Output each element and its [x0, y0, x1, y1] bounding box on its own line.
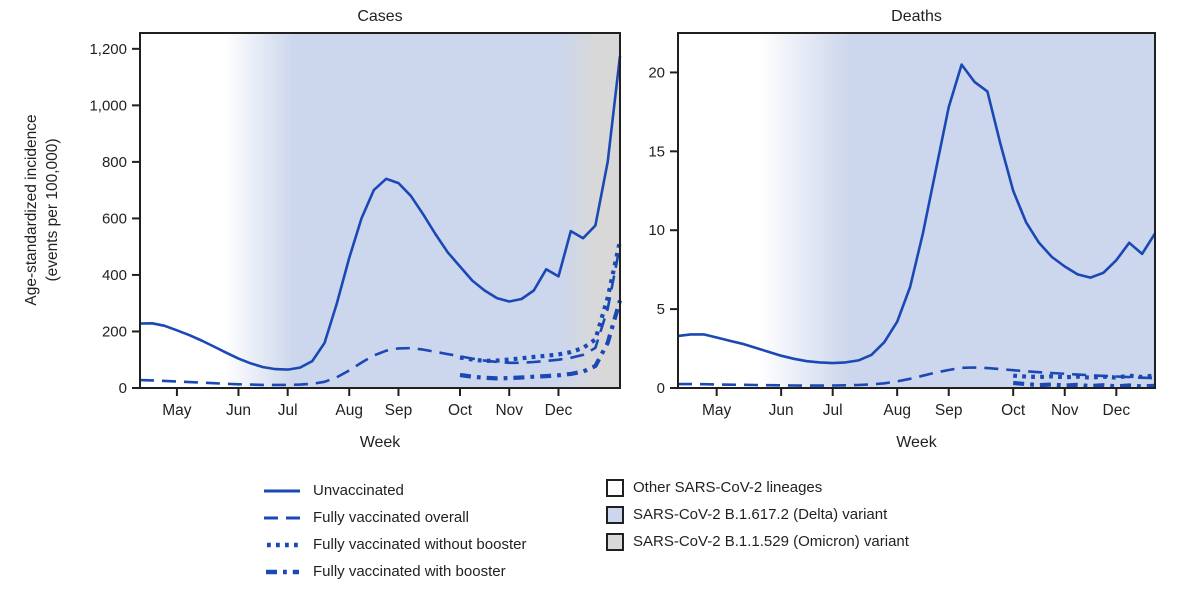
legend-item-unvaccinated: Unvaccinated: [263, 477, 526, 504]
deaths-y-tick-label: 20: [648, 64, 665, 81]
cases-line-fully-vaccinated-with-booster: [459, 299, 623, 381]
cases-x-axis-label: Week: [360, 434, 402, 451]
deaths-variant-shading: [678, 33, 1155, 388]
legend-label: SARS-CoV-2 B.1.1.529 (Omicron) variant: [633, 533, 909, 550]
deaths-x-tick-label: Aug: [883, 402, 911, 419]
deaths-x-tick-label: May: [702, 402, 732, 419]
deaths-line-fully-vaccinated-with-booster: [1013, 380, 1156, 389]
cases-x-tick-label: Nov: [495, 402, 523, 419]
cases-x-tick-label: Oct: [448, 402, 473, 419]
deaths-x-tick-label: Jul: [823, 402, 843, 419]
legend-item-fully-vaccinated-with-booster: Fully vaccinated with booster: [263, 558, 526, 585]
legend-label: Fully vaccinated without booster: [313, 536, 527, 553]
dashdot-line-swatch: [266, 569, 299, 574]
cases-y-tick-label: 400: [102, 267, 127, 284]
legend-label: Unvaccinated: [313, 482, 404, 499]
legend-label: SARS-CoV-2 B.1.617.2 (Delta) variant: [633, 506, 888, 523]
deaths-y-tick-label: 15: [648, 143, 665, 160]
cases-x-tick-label: Jul: [278, 402, 298, 419]
other-lineages-swatch: [606, 478, 624, 497]
legend-item-other-lineages: Other SARS-CoV-2 lineages: [606, 474, 909, 501]
cases-x-tick-label: Sep: [385, 402, 413, 419]
deaths-x-tick-label: Dec: [1103, 402, 1131, 419]
deaths-x-tick-label: Sep: [935, 402, 963, 419]
cases-x-tick-label: Aug: [335, 402, 363, 419]
cases-plot-border: [139, 32, 621, 389]
cases-x-tick-label: May: [162, 402, 192, 419]
deaths-line-unvaccinated: [677, 63, 1157, 365]
deaths-x-tick-label: Nov: [1051, 402, 1079, 419]
legend-item-omicron-variant: SARS-CoV-2 B.1.1.529 (Omicron) variant: [606, 528, 909, 555]
deaths-y-tick-label: 10: [648, 222, 665, 239]
deaths-x-axis-label: Week: [896, 434, 938, 451]
line-legend: Unvaccinated Fully vaccinated overall Fu…: [263, 477, 526, 585]
deaths-x-tick-label: Jun: [769, 402, 794, 419]
omicron-variant-swatch: [606, 532, 624, 551]
legend-label: Fully vaccinated with booster: [313, 563, 506, 580]
cases-y-tick-label: 600: [102, 210, 127, 227]
legend-label: Fully vaccinated overall: [313, 509, 469, 526]
y-axis-label-line1: Age-standardized incidence: [23, 114, 40, 305]
cases-x-tick-label: Dec: [545, 402, 573, 419]
cases-line-unvaccinated: [139, 55, 622, 371]
deaths-panel-title: Deaths: [891, 8, 942, 25]
cases-variant-shading: [140, 33, 620, 388]
region-legend: Other SARS-CoV-2 lineages SARS-CoV-2 B.1…: [606, 474, 909, 555]
cases-y-tick-label: 0: [119, 380, 127, 397]
cases-x-tick-label: Jun: [226, 402, 251, 419]
legend-label: Other SARS-CoV-2 lineages: [633, 479, 823, 496]
dotted-line-swatch: [267, 542, 299, 547]
deaths-plot-border: [677, 32, 1156, 389]
cases-line-fully-vaccinated-without-booster: [459, 240, 623, 363]
legend-item-delta-variant: SARS-CoV-2 B.1.617.2 (Delta) variant: [606, 501, 909, 528]
delta-variant-swatch: [606, 505, 624, 524]
legend-item-fully-vaccinated-overall: Fully vaccinated overall: [263, 504, 526, 531]
cases-panel-title: Cases: [357, 8, 402, 25]
deaths-line-fully-vaccinated-overall: [678, 366, 1156, 387]
dashed-line-swatch: [264, 516, 300, 519]
deaths-x-tick-label: Oct: [1001, 402, 1026, 419]
legend: Unvaccinated Fully vaccinated overall Fu…: [0, 470, 1185, 591]
cases-y-tick-label: 200: [102, 323, 127, 340]
deaths-line-fully-vaccinated-without-booster: [1013, 373, 1156, 380]
legend-item-fully-vaccinated-without-booster: Fully vaccinated without booster: [263, 531, 526, 558]
cases-y-tick-label: 1,000: [89, 97, 127, 114]
deaths-y-tick-label: 5: [657, 301, 665, 318]
deaths-y-tick-label: 0: [657, 380, 665, 397]
cases-line-fully-vaccinated-overall: [139, 245, 622, 387]
cases-y-tick-label: 1,200: [89, 41, 127, 58]
cases-y-tick-label: 800: [102, 154, 127, 171]
solid-line-swatch: [264, 489, 300, 492]
y-axis-label-line2: (events per 100,000): [44, 138, 61, 281]
